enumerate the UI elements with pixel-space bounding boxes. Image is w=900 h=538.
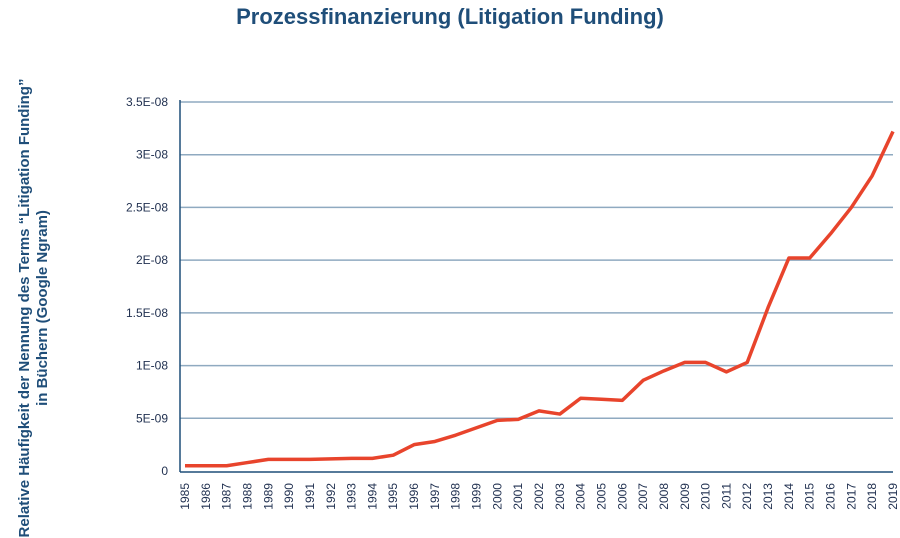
y-tick-label: 3E-08 <box>136 148 168 162</box>
x-tick-label: 2013 <box>761 483 775 510</box>
x-tick-label: 1988 <box>240 483 254 510</box>
x-tick-label: 1999 <box>470 483 484 510</box>
x-tick-label: 2007 <box>636 483 650 510</box>
x-tick-label: 1989 <box>261 483 275 510</box>
x-tick-label: 2010 <box>699 483 713 510</box>
x-tick-label: 2017 <box>844 483 858 510</box>
x-tick-label: 2000 <box>490 483 504 510</box>
y-tick-label: 0 <box>161 464 168 478</box>
y-tick-label: 2E-08 <box>136 253 168 267</box>
x-tick-label: 2015 <box>803 483 817 510</box>
x-tick-label: 2016 <box>824 483 838 510</box>
x-tick-label: 1991 <box>303 483 317 510</box>
x-tick-label: 1992 <box>324 483 338 510</box>
x-tick-label: 1997 <box>428 483 442 510</box>
x-tick-label: 1994 <box>365 483 379 510</box>
x-tick-label: 2001 <box>511 483 525 510</box>
x-tick-label: 1996 <box>407 483 421 510</box>
x-tick-label: 2006 <box>615 483 629 510</box>
x-tick-label: 1986 <box>199 483 213 510</box>
x-tick-label: 2009 <box>678 483 692 510</box>
x-tick-label: 2012 <box>740 483 754 510</box>
x-tick-label: 2011 <box>719 483 733 509</box>
x-tick-label: 1998 <box>449 483 463 510</box>
x-tick-label: 2003 <box>553 483 567 510</box>
x-tick-label: 2004 <box>574 483 588 510</box>
x-tick-label: 1985 <box>178 483 192 510</box>
x-tick-label: 1993 <box>345 483 359 510</box>
x-tick-label: 1995 <box>386 483 400 510</box>
x-tick-label: 2018 <box>865 483 879 510</box>
y-tick-label: 1E-08 <box>136 359 168 373</box>
x-tick-label: 2019 <box>886 483 900 510</box>
x-tick-label: 2005 <box>594 483 608 510</box>
y-tick-label: 3.5E-08 <box>126 95 168 109</box>
y-tick-label: 5E-09 <box>136 411 168 425</box>
y-tick-label: 1.5E-08 <box>126 306 168 320</box>
x-tick-label: 1990 <box>282 483 296 510</box>
x-tick-label: 2002 <box>532 483 546 510</box>
x-tick-label: 2014 <box>782 483 796 510</box>
y-tick-label: 2.5E-08 <box>126 200 168 214</box>
series-line <box>185 132 893 466</box>
x-tick-label: 2008 <box>657 483 671 510</box>
x-tick-label: 1987 <box>220 483 234 510</box>
